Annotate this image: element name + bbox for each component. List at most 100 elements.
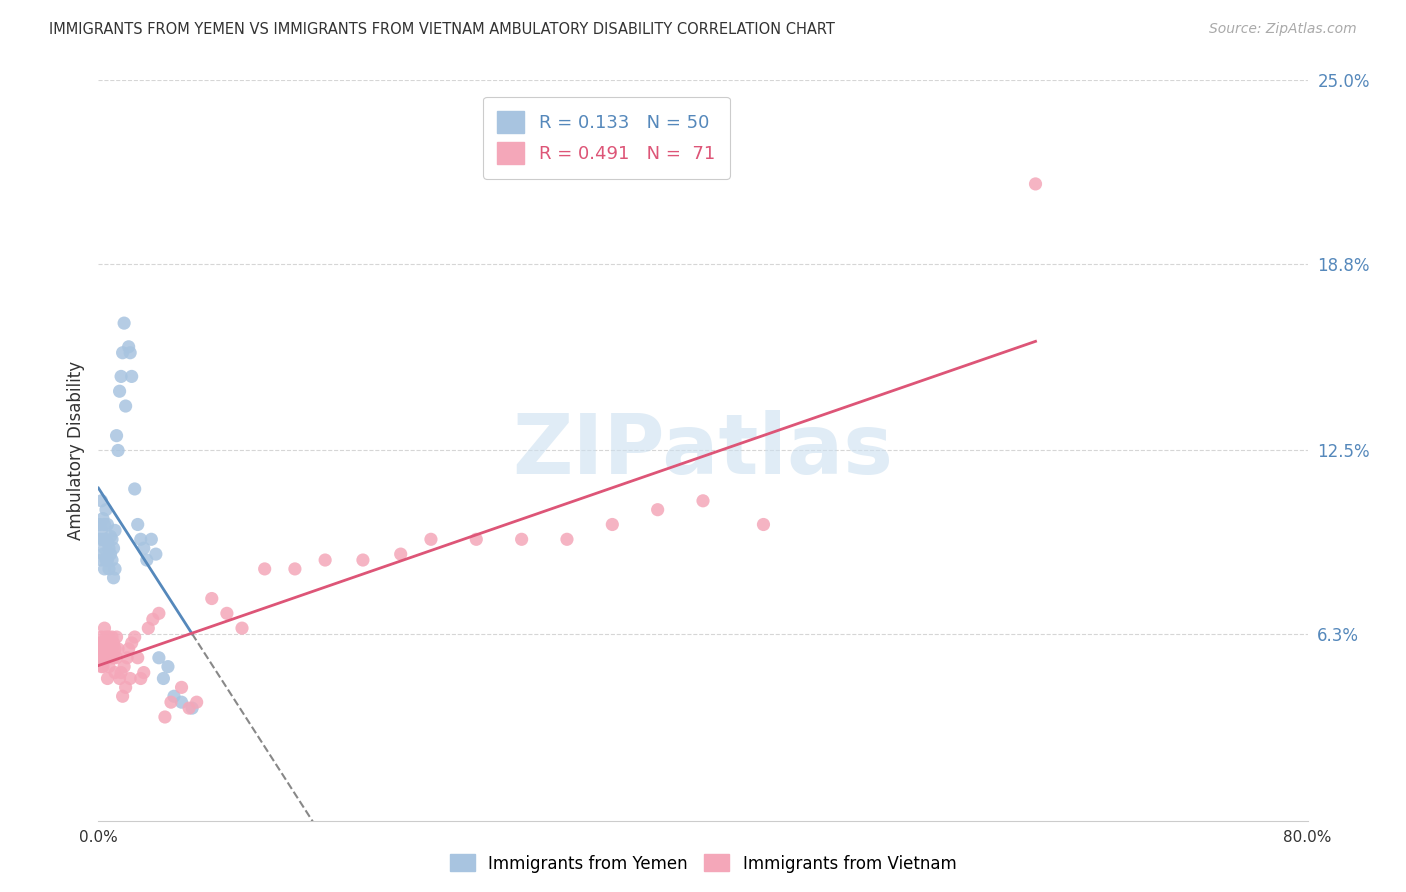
Point — [314, 553, 336, 567]
Point — [555, 533, 578, 547]
Point — [121, 369, 143, 384]
Point — [89, 641, 111, 656]
Point — [89, 517, 111, 532]
Point — [121, 636, 143, 650]
Point — [91, 511, 114, 525]
Point — [108, 672, 131, 686]
Point — [132, 541, 155, 556]
Point — [135, 553, 157, 567]
Point — [91, 636, 114, 650]
Point — [104, 641, 127, 656]
Point — [170, 681, 193, 695]
Point — [93, 562, 115, 576]
Point — [148, 650, 170, 665]
Point — [132, 665, 155, 680]
Point — [96, 672, 118, 686]
Point — [114, 399, 136, 413]
Point — [420, 533, 443, 547]
Point — [105, 428, 128, 442]
Legend: R = 0.133   N = 50, R = 0.491   N =  71: R = 0.133 N = 50, R = 0.491 N = 71 — [482, 96, 730, 178]
Point — [111, 345, 134, 359]
Point — [124, 630, 146, 644]
Point — [93, 636, 115, 650]
Point — [253, 562, 276, 576]
Y-axis label: Ambulatory Disability: Ambulatory Disability — [66, 361, 84, 540]
Point — [105, 630, 128, 644]
Point — [105, 650, 128, 665]
Point — [100, 529, 122, 543]
Point — [100, 650, 122, 665]
Point — [110, 369, 132, 384]
Point — [91, 659, 114, 673]
Point — [153, 710, 176, 724]
Point — [127, 650, 149, 665]
Point — [142, 612, 165, 626]
Point — [98, 641, 121, 656]
Point — [163, 690, 186, 704]
Point — [101, 553, 124, 567]
Point — [94, 650, 117, 665]
Point — [93, 517, 115, 532]
Point — [108, 384, 131, 399]
Point — [94, 630, 117, 644]
Point — [201, 591, 224, 606]
Point — [120, 345, 142, 359]
Point — [96, 650, 118, 665]
Point — [148, 607, 170, 621]
Text: ZIPatlas: ZIPatlas — [513, 410, 893, 491]
Point — [90, 630, 112, 644]
Point — [89, 533, 111, 547]
Point — [231, 621, 253, 635]
Point — [120, 672, 142, 686]
Point — [93, 541, 115, 556]
Point — [90, 659, 112, 673]
Point — [752, 517, 775, 532]
Point — [101, 641, 124, 656]
Point — [96, 636, 118, 650]
Point — [145, 547, 167, 561]
Point — [107, 443, 129, 458]
Point — [101, 630, 124, 644]
Point — [90, 493, 112, 508]
Point — [90, 553, 112, 567]
Point — [94, 533, 117, 547]
Point — [179, 701, 201, 715]
Point — [129, 533, 152, 547]
Point — [160, 695, 183, 709]
Point — [692, 493, 714, 508]
Point — [152, 672, 174, 686]
Point — [103, 636, 125, 650]
Point — [114, 681, 136, 695]
Point — [98, 562, 121, 576]
Point — [91, 533, 114, 547]
Point — [141, 533, 163, 547]
Point — [100, 547, 122, 561]
Point — [127, 517, 149, 532]
Point — [89, 650, 111, 665]
Point — [112, 659, 135, 673]
Point — [100, 636, 122, 650]
Point — [389, 547, 412, 561]
Point — [129, 672, 152, 686]
Point — [124, 482, 146, 496]
Point — [156, 659, 179, 673]
Point — [96, 535, 118, 549]
Point — [90, 641, 112, 656]
Point — [96, 517, 118, 532]
Point — [89, 636, 111, 650]
Text: Source: ZipAtlas.com: Source: ZipAtlas.com — [1209, 22, 1357, 37]
Point — [118, 340, 141, 354]
Point — [90, 524, 112, 538]
Point — [96, 553, 118, 567]
Point — [465, 533, 488, 547]
Point — [98, 659, 121, 673]
Point — [101, 533, 124, 547]
Point — [91, 547, 114, 561]
Point — [647, 502, 669, 516]
Point — [94, 502, 117, 516]
Point — [1024, 177, 1046, 191]
Text: IMMIGRANTS FROM YEMEN VS IMMIGRANTS FROM VIETNAM AMBULATORY DISABILITY CORRELATI: IMMIGRANTS FROM YEMEN VS IMMIGRANTS FROM… — [49, 22, 835, 37]
Point — [112, 316, 135, 330]
Point — [111, 690, 134, 704]
Point — [284, 562, 307, 576]
